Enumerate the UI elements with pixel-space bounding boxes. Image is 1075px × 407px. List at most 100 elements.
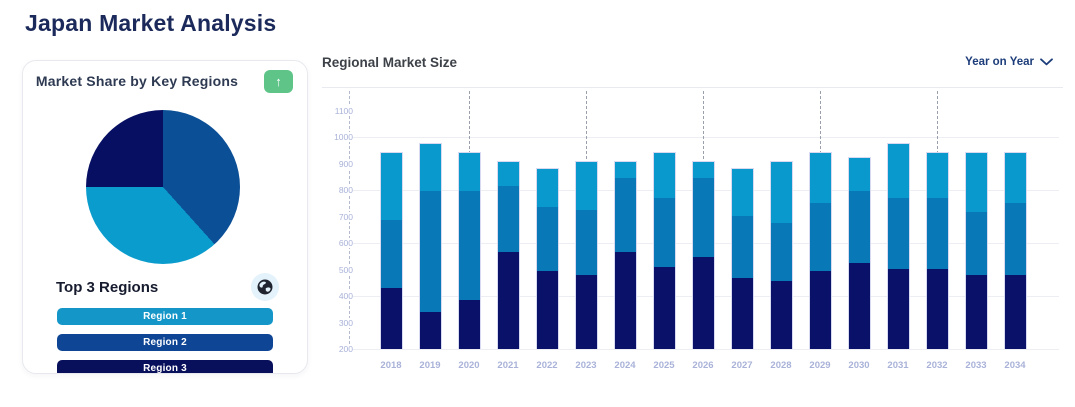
bar-2025-segment-middle[interactable] <box>653 197 675 268</box>
bar-2028-segment-bottom[interactable] <box>770 280 792 349</box>
bar-2024-segment-middle[interactable] <box>614 178 636 252</box>
bar-2021-segment-middle[interactable] <box>497 185 519 252</box>
bar-2029-segment-top[interactable] <box>809 152 831 203</box>
y-axis-label-800: 800 <box>322 185 353 196</box>
year-on-year-dropdown[interactable]: Year on Year <box>965 56 1053 68</box>
bar-2025-segment-top[interactable] <box>653 152 675 198</box>
region-button-1[interactable]: Region 1 <box>57 308 273 325</box>
bar-2028-segment-top[interactable] <box>770 162 792 223</box>
bar-2020[interactable] <box>457 151 481 349</box>
x-axis-label-2031: 2031 <box>887 360 909 371</box>
bar-2022[interactable] <box>535 167 559 349</box>
bar-2031-segment-middle[interactable] <box>887 197 909 269</box>
y-axis-label-900: 900 <box>322 158 353 169</box>
bar-2032[interactable] <box>925 151 949 349</box>
bar-2022-segment-middle[interactable] <box>536 206 558 272</box>
bar-2027-segment-bottom[interactable] <box>731 277 753 349</box>
x-axis-label-2024: 2024 <box>614 360 636 371</box>
bar-2034[interactable] <box>1003 151 1027 349</box>
x-axis-label-2030: 2030 <box>848 360 870 371</box>
bar-2024[interactable] <box>613 161 637 349</box>
bar-2033-segment-middle[interactable] <box>965 212 987 276</box>
bar-2018-segment-bottom[interactable] <box>380 288 402 349</box>
bar-2019[interactable] <box>418 142 442 349</box>
bar-2027-segment-top[interactable] <box>731 168 753 217</box>
bar-2030-segment-top[interactable] <box>848 158 870 192</box>
bar-2023-segment-bottom[interactable] <box>575 275 597 349</box>
bar-2019-segment-top[interactable] <box>419 143 441 192</box>
x-axis-label-2018: 2018 <box>380 360 402 371</box>
bar-2026-segment-top[interactable] <box>692 162 714 179</box>
top-regions-header: Top 3 Regions <box>56 272 279 302</box>
bar-2029-segment-bottom[interactable] <box>809 271 831 349</box>
bar-2024-segment-bottom[interactable] <box>614 251 636 349</box>
y-axis-label-400: 400 <box>322 291 353 302</box>
bar-2028[interactable] <box>769 161 793 349</box>
y-axis-label-200: 200 <box>322 344 353 354</box>
gridline-200 <box>349 349 1059 350</box>
bar-2019-segment-middle[interactable] <box>419 191 441 313</box>
bar-2029-segment-middle[interactable] <box>809 202 831 272</box>
x-axis-label-2020: 2020 <box>458 360 480 371</box>
bar-2033-segment-top[interactable] <box>965 152 987 213</box>
y-axis-label-500: 500 <box>322 264 353 275</box>
bar-2027-segment-middle[interactable] <box>731 216 753 278</box>
bar-2032-segment-top[interactable] <box>926 152 948 198</box>
bar-2021-segment-top[interactable] <box>497 162 519 186</box>
x-axis-label-2034: 2034 <box>1004 360 1026 371</box>
x-axis-label-2023: 2023 <box>575 360 597 371</box>
bar-2030-segment-bottom[interactable] <box>848 263 870 349</box>
bar-2020-segment-middle[interactable] <box>458 191 480 301</box>
bar-2021[interactable] <box>496 161 520 349</box>
bar-2033[interactable] <box>964 151 988 349</box>
bar-2033-segment-bottom[interactable] <box>965 275 987 349</box>
x-axis-label-2021: 2021 <box>497 360 519 371</box>
bar-2030[interactable] <box>847 157 871 349</box>
bar-2025-segment-bottom[interactable] <box>653 267 675 349</box>
bar-2020-segment-top[interactable] <box>458 152 480 192</box>
bar-2034-segment-middle[interactable] <box>1004 202 1026 276</box>
x-axis-label-2025: 2025 <box>653 360 675 371</box>
bar-2025[interactable] <box>652 151 676 349</box>
bar-2029[interactable] <box>808 151 832 349</box>
bar-2034-segment-bottom[interactable] <box>1004 275 1026 349</box>
bar-2018[interactable] <box>379 151 403 349</box>
bar-2022-segment-bottom[interactable] <box>536 271 558 349</box>
chevron-down-icon <box>1040 58 1053 66</box>
bar-2021-segment-bottom[interactable] <box>497 251 519 349</box>
bar-2034-segment-top[interactable] <box>1004 152 1026 203</box>
market-share-pie-chart[interactable] <box>86 110 240 264</box>
bar-2018-segment-top[interactable] <box>380 152 402 221</box>
bar-2031-segment-top[interactable] <box>887 143 909 198</box>
year-on-year-label: Year on Year <box>965 56 1034 68</box>
region-button-2[interactable]: Region 2 <box>57 334 273 351</box>
bar-2026-segment-bottom[interactable] <box>692 256 714 349</box>
bar-2023-segment-top[interactable] <box>575 162 597 210</box>
region-button-3[interactable]: Region 3 <box>57 360 273 373</box>
bar-2022-segment-top[interactable] <box>536 168 558 207</box>
bar-2032-segment-middle[interactable] <box>926 197 948 269</box>
bar-2032-segment-bottom[interactable] <box>926 268 948 349</box>
x-axis-label-2029: 2029 <box>809 360 831 371</box>
bar-2024-segment-top[interactable] <box>614 162 636 179</box>
bar-2026-segment-middle[interactable] <box>692 178 714 257</box>
bar-2023[interactable] <box>574 161 598 349</box>
x-axis-label-2028: 2028 <box>770 360 792 371</box>
market-share-card-title: Market Share by Key Regions <box>35 73 239 89</box>
bar-2026[interactable] <box>691 161 715 349</box>
bar-2030-segment-middle[interactable] <box>848 191 870 264</box>
bar-2019-segment-bottom[interactable] <box>419 312 441 349</box>
bar-2028-segment-middle[interactable] <box>770 222 792 281</box>
bar-2027[interactable] <box>730 167 754 349</box>
trend-up-button[interactable]: ↑ <box>264 70 293 93</box>
bar-2020-segment-bottom[interactable] <box>458 300 480 349</box>
y-axis-label-1000: 1000 <box>322 132 353 143</box>
bar-2018-segment-middle[interactable] <box>380 220 402 289</box>
y-axis-label-600: 600 <box>322 238 353 249</box>
bar-2031[interactable] <box>886 142 910 349</box>
globe-button[interactable] <box>251 273 279 301</box>
bar-2023-segment-middle[interactable] <box>575 209 597 276</box>
arrow-up-icon: ↑ <box>275 74 282 89</box>
bar-2031-segment-bottom[interactable] <box>887 268 909 349</box>
x-axis-label-2032: 2032 <box>926 360 948 371</box>
